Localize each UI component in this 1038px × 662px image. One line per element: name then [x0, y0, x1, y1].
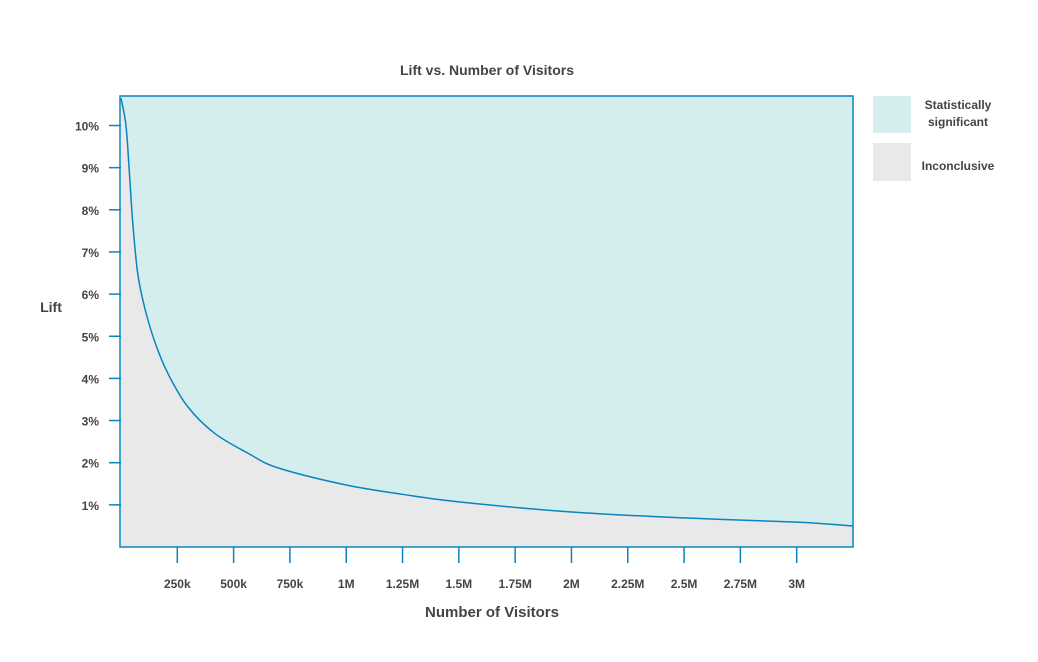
y-axis: 1% 2% 3% 4% 5% 6% 7% 8% 9% 10% — [75, 120, 121, 513]
chart-title: Lift vs. Number of Visitors — [400, 62, 574, 78]
x-tick-label: 1.25M — [386, 577, 419, 591]
legend-label-significant: Statistically significant — [925, 98, 992, 129]
x-tick-label: 2.25M — [611, 577, 644, 591]
threshold-line — [120, 97, 854, 527]
y-tick-label: 2% — [82, 457, 100, 471]
x-tick-label: 500k — [220, 577, 247, 591]
x-axis-label: Number of Visitors — [425, 604, 559, 621]
y-tick-label: 4% — [82, 372, 100, 386]
y-tick-label: 1% — [82, 499, 100, 513]
y-tick-label: 3% — [82, 415, 100, 429]
plot-frame — [119, 95, 854, 548]
inconclusive-area — [121, 98, 853, 547]
y-axis-label: Lift — [40, 299, 62, 315]
x-axis: 250k 500k 750k 1M 1.25M 1.5M 1.75M 2M 2.25M 2.5M 2… — [164, 547, 805, 591]
y-tick-label: 7% — [82, 246, 100, 260]
x-tick-label: 1.75M — [498, 577, 531, 591]
legend-swatch-significant — [873, 96, 911, 133]
x-tick-label: 1.5M — [446, 577, 473, 591]
y-tick-label: 6% — [82, 288, 100, 302]
y-tick-label: 9% — [82, 162, 100, 176]
x-tick-label: 2M — [563, 577, 580, 591]
x-tick-label: 250k — [164, 577, 191, 591]
y-tick-label: 5% — [82, 330, 100, 344]
legend-swatch-inconclusive — [873, 143, 911, 181]
x-tick-label: 2.5M — [671, 577, 698, 591]
legend-label-inconclusive: Inconclusive — [922, 159, 995, 173]
legend: Statistically significant Inconclusive — [873, 96, 995, 181]
significant-area — [121, 96, 853, 547]
x-tick-label: 2.75M — [724, 577, 757, 591]
x-tick-label: 3M — [788, 577, 805, 591]
y-tick-label: 8% — [82, 204, 100, 218]
x-tick-label: 1M — [338, 577, 355, 591]
y-tick-label: 10% — [75, 120, 99, 134]
x-tick-label: 750k — [277, 577, 304, 591]
